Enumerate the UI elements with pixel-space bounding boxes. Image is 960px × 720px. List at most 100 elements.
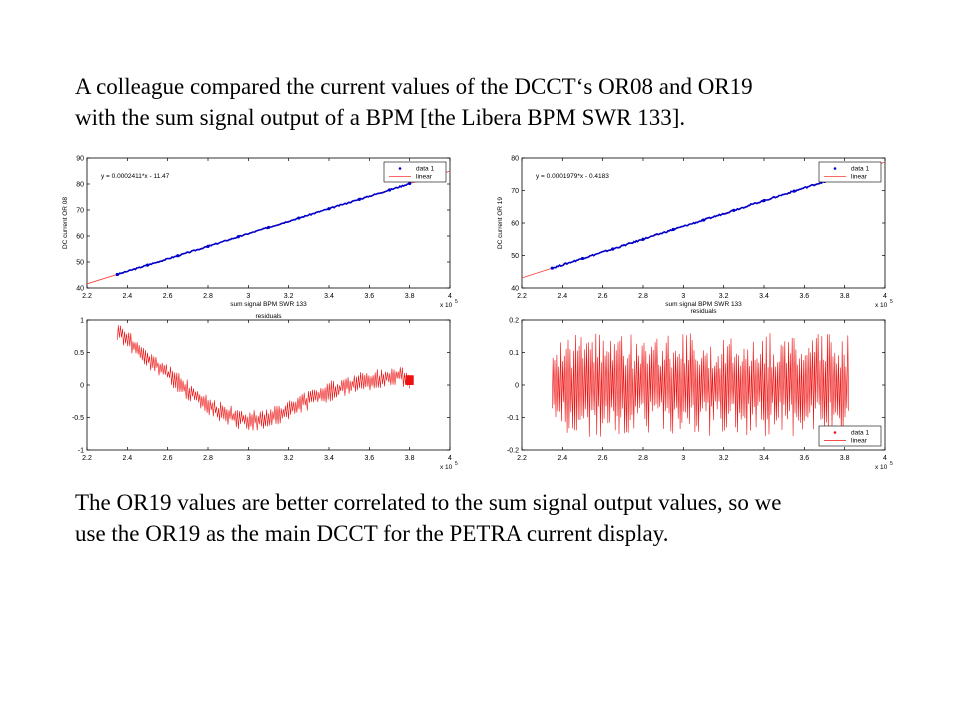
y-tick-label: 0 [515,383,519,390]
x-tick-label: 3.4 [324,293,334,300]
x-tick-label: 2.2 [82,455,92,462]
y-tick-label: 70 [511,188,519,195]
x-tick-label: 4 [448,293,452,300]
y-tick-label: -0.1 [507,415,519,422]
x-tick-label: 2.8 [203,455,213,462]
x-exponent-label: x 10 [440,464,453,471]
y-tick-label: 0.1 [509,350,519,357]
x-tick-label: 3.2 [284,455,294,462]
x-tick-label: 2.4 [122,455,132,462]
x-tick-label: 3.4 [759,455,769,462]
x-tick-label: 3 [681,455,685,462]
y-tick-label: -1 [78,448,84,455]
intro-line-1: A colleague compared the current values … [75,74,753,99]
y-tick-label: 90 [76,156,84,163]
x-tick-label: 3.2 [719,293,729,300]
x-exponent-power: 5 [890,299,893,305]
plot-frame [86,319,451,451]
legend-label-data: data 1 [851,430,869,437]
y-tick-label: -0.2 [507,448,519,455]
y-tick-label: 80 [511,156,519,163]
x-tick-label: 3.8 [840,293,850,300]
y-tick-label: 60 [511,221,519,228]
y-axis-label: DC current OR 08 [62,197,69,249]
plot-or19-fit: 2.2 2.4 2.6 2.8 3 3.2 3.4 3.6 3.8 4 40 50 60 70 80 x 10… [497,156,893,316]
chart-title: residuals [255,313,282,320]
legend-label-linear: linear [416,174,433,181]
plot-or08-residuals: 2.2 2.4 2.6 2.8 3 3.2 3.4 3.6 3.8 4 -1 -0.5 0 0.5 1 x 1… [72,313,458,471]
y-tick-label: 80 [76,182,84,189]
legend-box [818,425,882,447]
x-exponent-label: x 10 [875,464,888,471]
x-tick-label: 2.8 [638,293,648,300]
x-tick-label: 4 [883,455,887,462]
conclusion-line-2: use the OR19 as the main DCCT for the PE… [75,521,669,546]
residual-trace [552,333,849,437]
residual-trace [117,325,410,431]
x-tick-label: 2.4 [557,293,567,300]
x-tick-label: 2.6 [598,293,608,300]
legend-marker-data [833,431,837,434]
x-tick-label: 3 [246,293,250,300]
x-tick-label: 2.4 [557,455,567,462]
x-exponent-power: 5 [455,461,458,467]
intro-line-2: with the sum signal output of a BPM [the… [75,105,686,130]
legend-box [818,161,882,183]
y-tick-label: 50 [511,253,519,260]
x-tick-label: 3.2 [284,293,294,300]
data-band [551,174,846,270]
y-tick-label: 60 [76,234,84,241]
x-exponent-label: x 10 [875,302,888,309]
plot-or08-fit: 2.2 2.4 2.6 2.8 3 3.2 3.4 3.6 3.8 4 40 50 60 70 80 90 x … [62,156,458,310]
x-tick-label: 2.4 [122,293,132,300]
y-tick-label: -0.5 [72,415,84,422]
x-tick-label: 2.6 [598,455,608,462]
x-tick-label: 3.4 [759,293,769,300]
x-tick-label: 2.8 [638,455,648,462]
y-tick-label: 70 [76,208,84,215]
y-tick-label: 1 [80,318,84,325]
y-tick-label: 50 [76,260,84,267]
x-tick-label: 3.8 [405,455,415,462]
x-tick-label: 2.6 [163,293,173,300]
conclusion-paragraph: The OR19 values are better correlated to… [75,487,935,549]
legend-label-linear: linear [851,174,868,181]
conclusion-line-1: The OR19 values are better correlated to… [75,490,782,515]
legend-marker-data [833,167,837,170]
x-tick-label: 3.6 [364,293,374,300]
x-exponent-power: 5 [455,299,458,305]
legend-label-data: data 1 [851,166,869,173]
legend-label-data: data 1 [416,166,434,173]
intro-paragraph: A colleague compared the current values … [75,71,935,133]
x-tick-label: 3.8 [840,455,850,462]
x-axis-label: sum signal BPM SWR 133 [665,301,742,308]
x-tick-label: 3.8 [405,293,415,300]
y-tick-label: 40 [511,286,519,293]
legend-marker-data [398,167,402,170]
x-tick-label: 2.2 [517,455,527,462]
fit-equation: y = 0.0001979*x - 0.4183 [536,173,609,180]
x-tick-label: 3 [681,293,685,300]
plot-area [552,333,849,437]
plot-area [117,325,414,431]
y-tick-label: 0.5 [74,350,84,357]
x-tick-label: 2.8 [203,293,213,300]
fit-equation: y = 0.0002411*x - 11.47 [101,173,170,180]
x-exponent-power: 5 [890,461,893,467]
x-tick-label: 4 [883,293,887,300]
residual-end-cluster [405,375,414,385]
legend-label-linear: linear [851,438,868,445]
y-axis-label: DC current OR 19 [497,197,504,249]
plot-or19-residuals: 2.2 2.4 2.6 2.8 3 3.2 3.4 3.6 3.8 4 -0.2 -0.1 0 0.1 0.… [507,318,893,472]
data-band [117,182,410,276]
x-tick-label: 3 [246,455,250,462]
x-tick-label: 2.2 [82,293,92,300]
x-tick-label: 3.2 [719,455,729,462]
x-exponent-label: x 10 [440,302,453,309]
x-tick-label: 3.6 [799,455,809,462]
x-tick-label: 2.6 [163,455,173,462]
plot-area [87,170,450,285]
residuals-caption: residuals [690,308,717,315]
x-tick-label: 3.6 [799,293,809,300]
x-axis-label: sum signal BPM SWR 133 [230,301,307,308]
